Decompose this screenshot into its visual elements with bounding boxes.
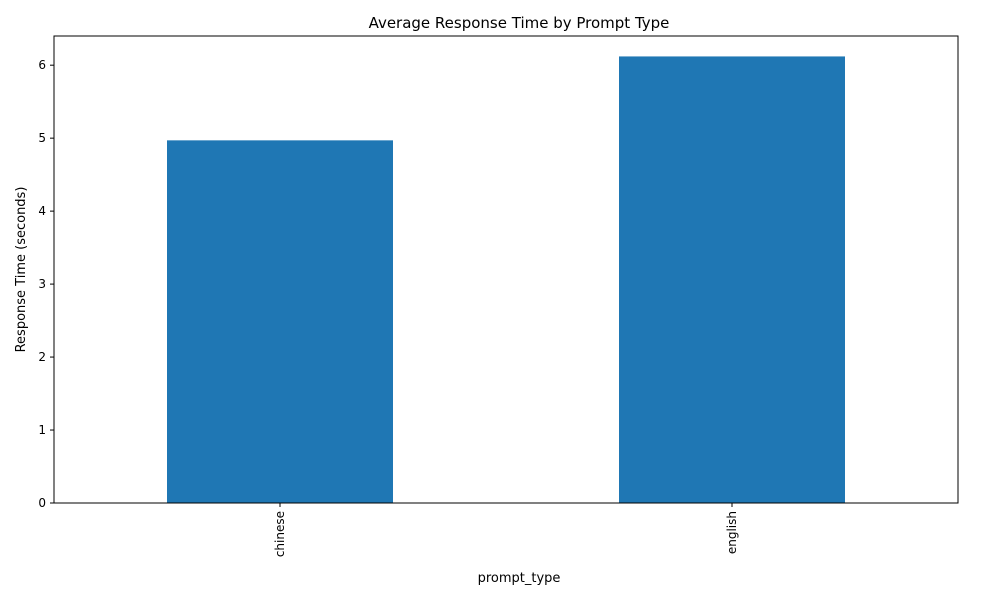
plot-frame: [53, 35, 959, 504]
y-tick-label: 6: [38, 58, 46, 72]
x-tick-label: chinese: [273, 511, 287, 557]
y-tick-label: 1: [38, 423, 46, 437]
x-axis-label: prompt_type: [478, 571, 561, 586]
bar-english: [619, 56, 845, 504]
chart-title: Average Response Time by Prompt Type: [369, 14, 670, 32]
y-tick-label: 2: [38, 350, 46, 364]
bars-group: [167, 56, 845, 504]
y-axis-ticks: 0 1 2 3 4 5 6: [38, 58, 54, 510]
y-tick-label: 4: [38, 204, 46, 218]
x-axis-ticks: chinese english: [273, 503, 739, 557]
y-tick-label: 5: [38, 131, 46, 145]
y-axis-label: Response Time (seconds): [14, 187, 29, 353]
y-tick-label: 3: [38, 277, 46, 291]
x-tick-label: english: [725, 511, 739, 554]
bar-chinese: [167, 140, 393, 503]
y-tick-label: 0: [38, 496, 46, 510]
